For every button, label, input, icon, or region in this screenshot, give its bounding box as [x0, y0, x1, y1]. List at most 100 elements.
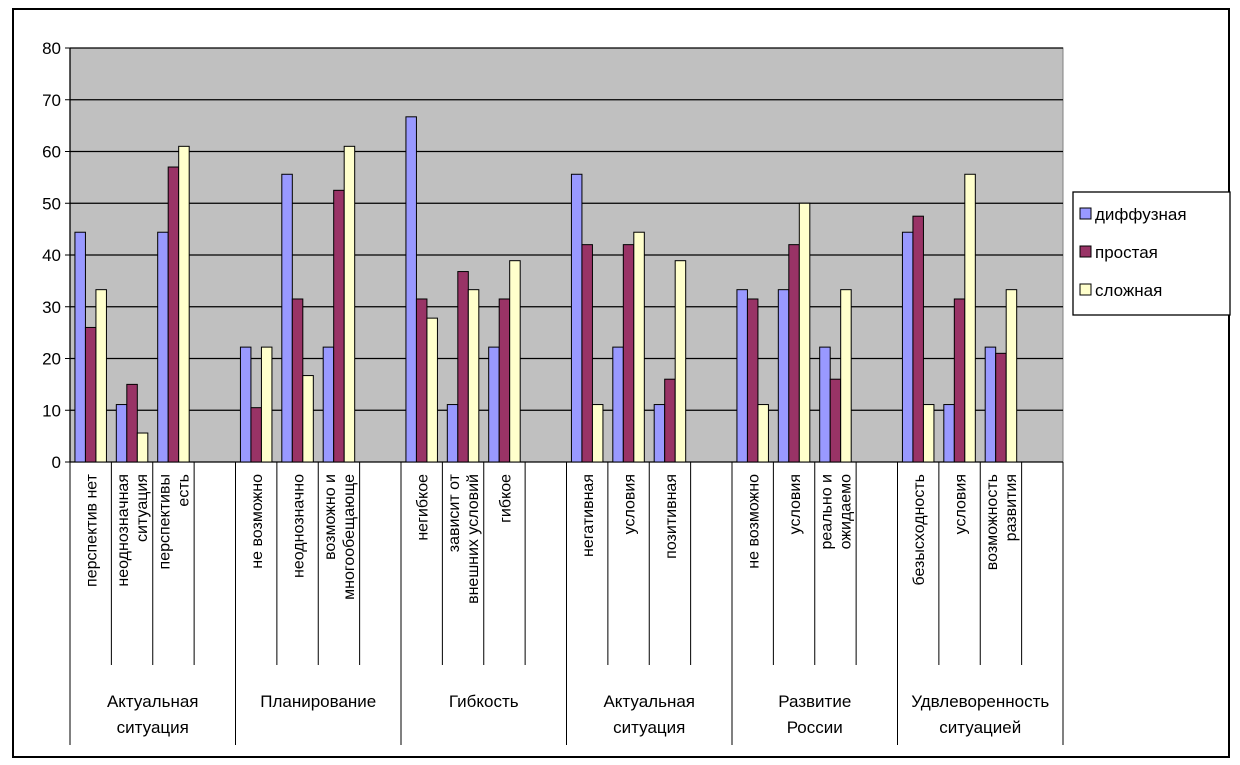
bar-сложная — [674, 260, 687, 463]
category-label: безысходность — [911, 474, 928, 585]
group-label-line: Гибкость — [449, 692, 519, 711]
group-label-line: Удвлеворенность — [911, 692, 1049, 711]
category-label: негативная — [580, 474, 597, 557]
category-label: неоднозначная ситуация — [115, 474, 151, 587]
category-label: условия — [953, 474, 970, 534]
group-label-line: ситуация — [613, 718, 685, 737]
bar-сложная — [798, 202, 811, 463]
legend-label: диффузная — [1095, 205, 1187, 224]
bar-сложная — [260, 346, 273, 463]
legend-label: простая — [1095, 243, 1158, 262]
category-label: возможно и многообещающе — [322, 474, 358, 600]
category-label-line: позитивная — [663, 474, 680, 559]
category-label-line: возможно и — [322, 474, 339, 560]
legend — [1072, 191, 1231, 316]
bar-диффузная — [488, 346, 500, 463]
category-label-line: не возможно — [249, 474, 266, 569]
bar-сложная — [136, 432, 149, 463]
bar-сложная — [633, 231, 645, 463]
category-label: негибкое — [415, 474, 432, 541]
bar-сложная — [178, 145, 190, 463]
y-tick-label: 60 — [42, 143, 61, 162]
y-tick-label: 40 — [42, 246, 61, 265]
category-label-line: возможность — [984, 474, 1001, 570]
category-label-line: внешних условий — [465, 474, 482, 604]
category-label: позитивная — [663, 474, 680, 559]
bar-диффузная — [819, 346, 831, 463]
category-label: перспектив нет — [84, 473, 101, 587]
bar-сложная — [591, 404, 604, 463]
bar-сложная — [95, 289, 107, 463]
bar-простая — [498, 298, 511, 463]
category-label-line: негибкое — [415, 474, 432, 541]
y-tick-label: 0 — [52, 453, 61, 472]
y-tick-label: 80 — [42, 39, 61, 58]
legend-swatch — [1079, 207, 1092, 220]
category-label-line: перспектив нет — [84, 473, 101, 587]
group-label: Гибкость — [449, 692, 519, 711]
bar-сложная — [1005, 289, 1018, 463]
bar-простая — [457, 271, 469, 463]
bar-диффузная — [405, 116, 417, 463]
group-label: Удвлеворенность ситуацией — [911, 692, 1049, 737]
bar-диффузная — [239, 346, 252, 463]
y-tick-label: 30 — [42, 298, 61, 317]
y-tick-label: 50 — [42, 194, 61, 213]
category-label-line: ожидаемо — [837, 474, 854, 549]
category-label-line: перспективы — [156, 474, 173, 569]
bar-диффузная — [777, 289, 790, 463]
group-label-line: Планирование — [260, 692, 376, 711]
bar-сложная — [426, 317, 438, 463]
group-label-line: Развитие — [778, 692, 851, 711]
group-label: Актуальная ситуация — [603, 692, 695, 737]
bar-диффузная — [322, 346, 335, 463]
legend-swatch — [1079, 245, 1092, 258]
group-label-line: ситуацией — [939, 718, 1021, 737]
category-label-line: реально и — [818, 474, 835, 549]
bar-простая — [912, 215, 924, 463]
category-label: возможность развития — [984, 474, 1020, 570]
bar-простая — [664, 378, 676, 463]
bar-диффузная — [943, 404, 955, 463]
bar-простая — [829, 378, 842, 463]
bar-диффузная — [736, 289, 748, 463]
bar-диффузная — [570, 173, 583, 463]
category-label: не возможно — [249, 474, 266, 569]
bar-сложная — [964, 173, 976, 463]
bar-диффузная — [901, 231, 914, 463]
bar-сложная — [509, 260, 521, 463]
category-label-line: условия — [622, 474, 639, 534]
category-label: зависит от внешних условий — [446, 473, 482, 604]
category-label-line: условия — [953, 474, 970, 534]
y-tick-label: 10 — [42, 401, 61, 420]
bar-простая — [250, 407, 262, 463]
bar-диффузная — [653, 404, 666, 463]
category-label-line: зависит от — [446, 473, 463, 552]
bar-простая — [291, 298, 304, 463]
bar-простая — [167, 166, 180, 463]
category-label-line: есть — [175, 474, 192, 507]
category-label: условия — [622, 474, 639, 534]
bar-сложная — [757, 404, 769, 463]
group-label: Планирование — [260, 692, 376, 711]
bar-простая — [333, 189, 345, 463]
category-label: не возможно — [746, 474, 763, 569]
bar-диффузная — [74, 231, 86, 463]
category-label-line: негативная — [580, 474, 597, 557]
bar-простая — [788, 244, 800, 463]
category-label-line: неоднозначно — [291, 474, 308, 578]
y-tick-label: 70 — [42, 91, 61, 110]
bar-простая — [622, 244, 635, 463]
group-label-line: России — [787, 718, 843, 737]
group-label-line: Актуальная — [107, 692, 199, 711]
bar-диффузная — [281, 173, 293, 463]
bar-простая — [126, 383, 138, 463]
category-label: неоднозначно — [291, 474, 308, 578]
bar-простая — [995, 352, 1007, 463]
category-label-line: многообещающе — [341, 474, 358, 600]
bar-диффузная — [446, 404, 459, 463]
bar-простая — [581, 244, 593, 463]
category-label-line: ситуация — [134, 474, 151, 542]
category-label: гибкое — [497, 474, 514, 523]
